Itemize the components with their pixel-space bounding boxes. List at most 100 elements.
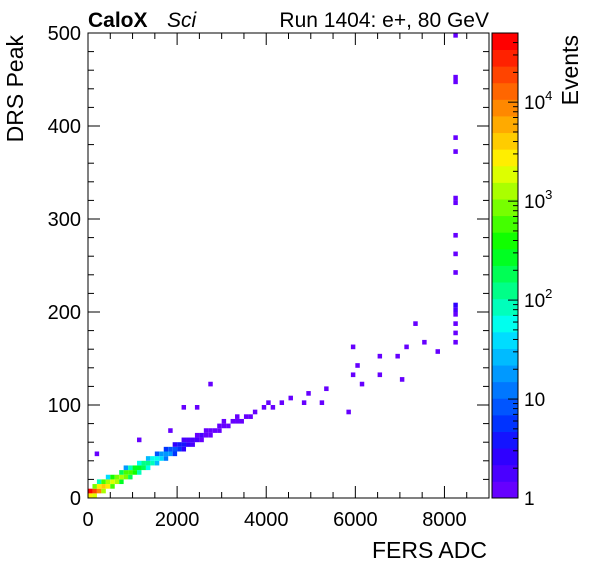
- heatmap-bin: [186, 442, 191, 447]
- heatmap-bin: [355, 363, 360, 368]
- heatmap-bin: [110, 479, 115, 485]
- heatmap-bin: [208, 432, 213, 438]
- colorbar-segment: [492, 66, 518, 84]
- heatmap-bin: [163, 451, 169, 457]
- colorbar-tick-label: 102: [524, 286, 552, 312]
- colorbar-tick-label: 10: [524, 390, 545, 411]
- heatmap-bin: [301, 400, 307, 405]
- heatmap-bin: [137, 470, 142, 475]
- heatmap-bin: [248, 414, 253, 419]
- heatmap-bin: [395, 353, 400, 359]
- colorbar-segment: [492, 448, 518, 466]
- heatmap-bins: [88, 33, 458, 498]
- heatmap-bin: [128, 470, 133, 475]
- heatmap-bin: [235, 418, 240, 424]
- colorbar-segment: [492, 365, 518, 383]
- heatmap-bin: [145, 460, 151, 466]
- y-tick-label: 200: [48, 302, 81, 324]
- heatmap-bin: [453, 270, 458, 275]
- heatmap-bin: [163, 446, 169, 452]
- colorbar-segment: [492, 248, 518, 266]
- heatmap-bin: [105, 474, 111, 480]
- heatmap-bin: [119, 470, 124, 475]
- heatmap-bin: [168, 446, 173, 452]
- colorbar-segment: [492, 99, 518, 117]
- z-axis-label: Events: [557, 35, 583, 105]
- heatmap-bin: [181, 405, 187, 410]
- colorbar-segment: [492, 298, 518, 316]
- heatmap-bin: [203, 428, 209, 433]
- heatmap-bin: [230, 418, 236, 424]
- heatmap-bin: [359, 381, 365, 387]
- x-tick-label: 0: [82, 509, 93, 531]
- heatmap-bin: [453, 33, 458, 38]
- heatmap-bin: [105, 484, 111, 489]
- heatmap-bin: [119, 474, 124, 480]
- heatmap-bin: [194, 437, 200, 443]
- heatmap-bin: [194, 405, 200, 410]
- heatmap-bin: [453, 330, 458, 336]
- heatmap-bin: [88, 488, 93, 494]
- heatmap-bin: [101, 484, 106, 489]
- heatmap-bin: [177, 446, 182, 452]
- heatmap-bin: [306, 391, 311, 396]
- axes: 0 2000 4000 6000 8000 0 100 200 300 400 500: [48, 23, 490, 531]
- heatmap-bin: [243, 414, 249, 419]
- heatmap-bin: [137, 460, 142, 466]
- heatmap-bin: [279, 400, 285, 405]
- heatmap-bin: [137, 465, 142, 471]
- heatmap-bin: [221, 423, 227, 429]
- colorbar-segment: [492, 431, 518, 449]
- heatmap-bin: [217, 423, 222, 429]
- heatmap-bin: [226, 423, 231, 429]
- heatmap-bin: [288, 395, 293, 401]
- heatmap-bin: [194, 432, 200, 438]
- heatmap-bin: [221, 418, 227, 424]
- heatmap-bin: [377, 353, 383, 359]
- colorbar-frame: [491, 32, 519, 499]
- heatmap-bin: [190, 437, 195, 443]
- heatmap-bin: [92, 484, 97, 489]
- x-axis-label: FERS ADC: [372, 537, 487, 563]
- colorbar-segment: [492, 381, 518, 399]
- heatmap-bin: [377, 372, 383, 378]
- heatmap-bin: [186, 437, 191, 443]
- heatmap-bin: [159, 451, 164, 457]
- colorbar-tick-label: 104: [524, 88, 552, 114]
- heatmap-bin: [453, 307, 458, 312]
- heatmap-bin: [163, 456, 169, 461]
- heatmap-bin: [159, 456, 164, 461]
- heatmap-bin: [110, 474, 115, 480]
- x-tick-label: 8000: [422, 509, 467, 531]
- colorbar-segment: [492, 331, 518, 349]
- colorbar-tick-label: 1: [524, 489, 535, 510]
- heatmap-bin: [181, 437, 187, 443]
- heatmap-bin: [181, 446, 187, 452]
- heatmap-bin: [453, 339, 458, 345]
- y-tick-label: 0: [70, 488, 81, 510]
- heatmap-bin: [94, 451, 100, 457]
- heatmap-bin: [123, 474, 129, 480]
- heatmap-bin: [154, 460, 160, 466]
- heatmap-bin: [453, 251, 458, 257]
- heatmap-bin: [453, 195, 458, 201]
- colorbar-segment: [492, 315, 518, 333]
- heatmap-bin: [177, 442, 182, 447]
- colorbar: 1 10 102 103 104: [491, 32, 552, 510]
- y-tick-label: 100: [48, 395, 81, 417]
- heatmap-bin: [453, 149, 458, 154]
- heatmap-bin: [145, 456, 151, 461]
- heatmap-bin: [453, 135, 458, 140]
- colorbar-tick-label: 103: [524, 187, 552, 213]
- heatmap-bin: [199, 437, 204, 443]
- y-axis-label: DRS Peak: [2, 35, 28, 143]
- heatmap-bin: [88, 493, 93, 498]
- heatmap-bin: [168, 451, 173, 457]
- heatmap-bin: [141, 465, 146, 471]
- y-tick-label: 400: [48, 116, 81, 138]
- y-tick-label: 500: [48, 23, 81, 45]
- heatmap-bin: [208, 428, 213, 433]
- heatmap-bin: [453, 74, 458, 80]
- heatmap-bin: [453, 302, 458, 308]
- heatmap-bin: [172, 442, 178, 447]
